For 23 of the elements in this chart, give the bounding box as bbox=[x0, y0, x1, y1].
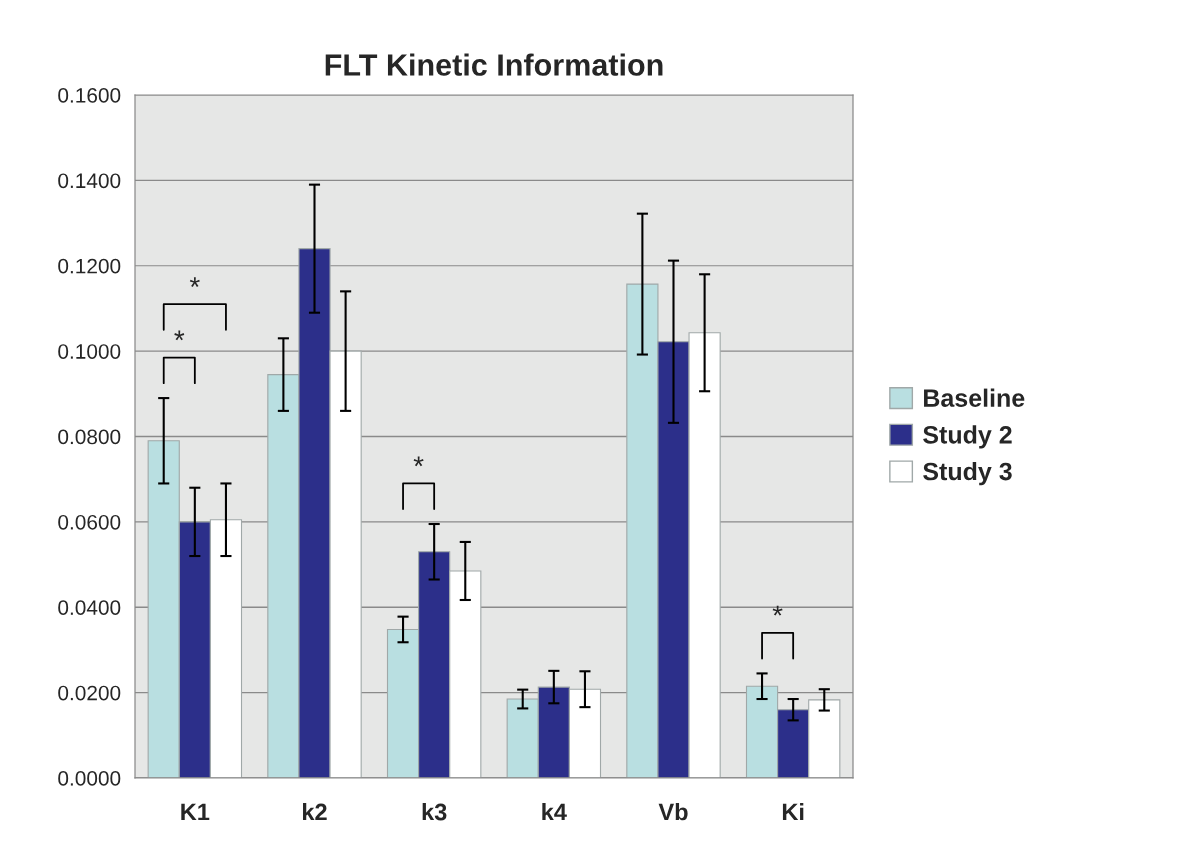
y-tick-label: 0.1600 bbox=[58, 88, 121, 103]
chart-title: FLT Kinetic Information bbox=[325, 53, 663, 76]
y-tick-label: 0.0400 bbox=[58, 600, 121, 615]
x-tick-label: K1 bbox=[181, 803, 210, 821]
x-tick-label: Ki bbox=[782, 803, 804, 821]
annotation: * bbox=[189, 277, 200, 287]
legend-label: Baseline bbox=[924, 388, 1025, 407]
annotation: * bbox=[174, 330, 185, 341]
y-tick-label: 0.0200 bbox=[58, 685, 121, 701]
y-tick-label: 0.0000 bbox=[58, 771, 121, 786]
y-tick-label: 0.0800 bbox=[58, 429, 121, 445]
annotation: * bbox=[772, 605, 783, 616]
y-tick-label: 0.1400 bbox=[58, 173, 121, 189]
y-tick-label: 0.0600 bbox=[58, 514, 121, 530]
x-tick-label: k4 bbox=[542, 803, 567, 821]
x-tick-label: k2 bbox=[303, 803, 327, 821]
x-tick-label: k3 bbox=[422, 803, 447, 821]
y-tick-label: 0.1000 bbox=[58, 344, 121, 359]
annotation: * bbox=[413, 456, 424, 467]
y-tick-label: 0.1200 bbox=[58, 258, 121, 274]
legend-label: Study 3 bbox=[923, 461, 1012, 486]
legend-label: Study 2 bbox=[923, 425, 1012, 449]
x-tick-label: Vb bbox=[658, 803, 688, 821]
